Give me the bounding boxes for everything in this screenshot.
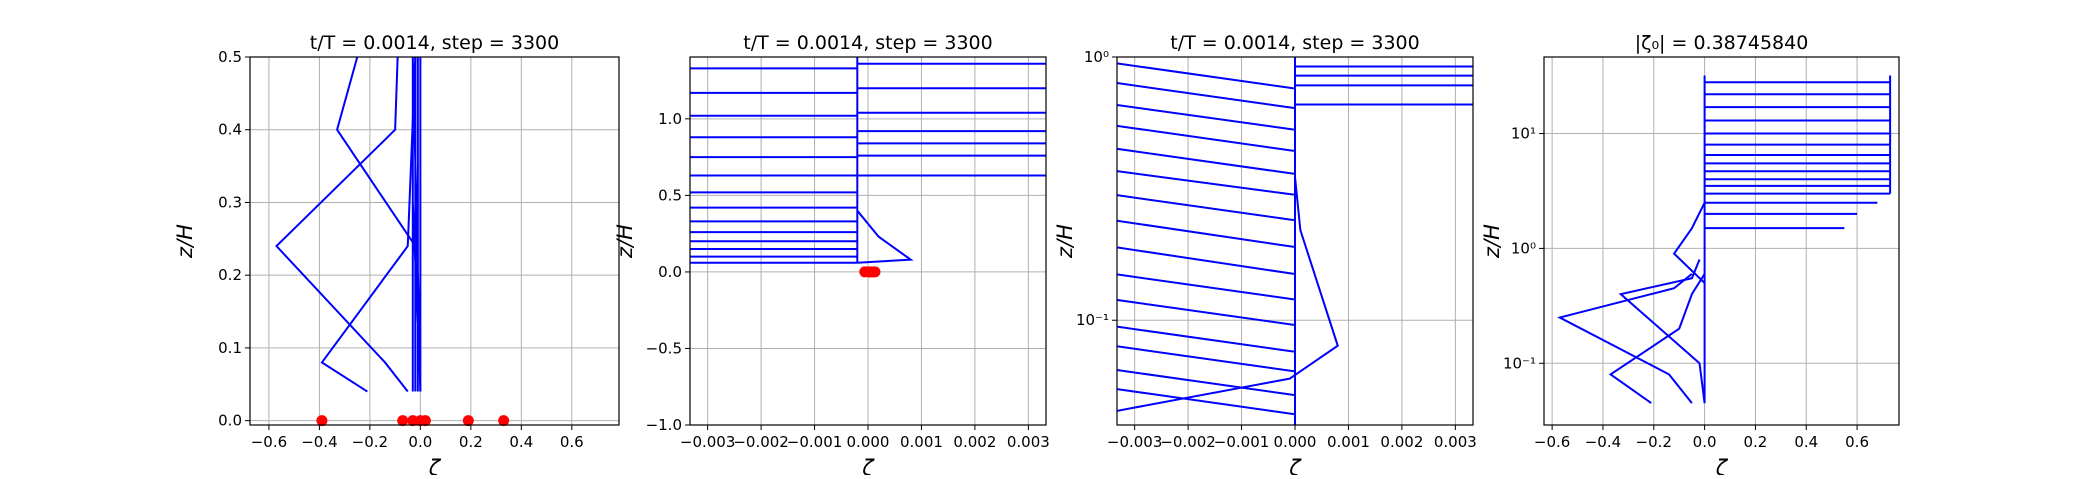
y-axis-label: z/H	[613, 224, 637, 259]
scatter-point	[419, 415, 431, 427]
y-tick-label: 10⁰	[1084, 48, 1109, 66]
x-tick-label: 0.2	[459, 433, 483, 451]
chart-title: t/T = 0.0014, step = 3300	[1170, 32, 1419, 54]
y-tick-label: 10⁻¹	[1076, 311, 1109, 329]
y-tick-label: 0.5	[218, 48, 242, 66]
y-tick-label: 0.3	[218, 193, 242, 211]
x-tick-label: −0.003	[1107, 433, 1163, 451]
scatter-point	[498, 415, 510, 427]
series-line	[690, 67, 858, 264]
x-tick-label: −0.4	[301, 433, 337, 451]
x-tick-label: 0.4	[1794, 433, 1818, 451]
plot-area: −0.6 −0.4 −0.2 0.0 0.2 0.4 0.6 10⁻¹ 10⁰ 10¹ |ζ₀| =…	[1480, 32, 1900, 479]
x-axis-label: ζ	[428, 456, 442, 475]
plot-area: −0.6 −0.4 −0.2 0.0 0.2 0.4 0.6 0.0 0.1 0.2 0.3 0.4 0…	[173, 32, 620, 479]
y-tick-label: 0.0	[218, 412, 242, 430]
series-group	[275, 57, 422, 393]
series-line	[411, 57, 422, 392]
series-line	[1556, 273, 1693, 404]
series-line	[1672, 75, 1706, 404]
y-tick-label: 0.1	[218, 339, 242, 357]
series-group	[690, 57, 1046, 264]
y-tick-label: 0.5	[658, 186, 682, 204]
x-tick-label: 0.002	[953, 433, 996, 451]
series-line	[1117, 176, 1339, 412]
y-tick-label: 10⁰	[1511, 239, 1536, 257]
x-axis-label: ζ	[1288, 456, 1302, 475]
x-tick-label: −0.002	[733, 433, 789, 451]
x-tick-label: 0.003	[1007, 433, 1050, 451]
chart-title: t/T = 0.0014, step = 3300	[743, 32, 992, 54]
y-tick-label: −0.5	[646, 339, 682, 357]
chart-title: t/T = 0.0014, step = 3300	[310, 32, 559, 54]
scatter-point	[869, 266, 881, 278]
x-tick-label: 0.6	[560, 433, 584, 451]
chart-title: |ζ₀| = 0.38745840	[1635, 32, 1809, 54]
plot-area: −0.003−0.002−0.001 0.000 0.001 0.002 0.003 10…	[1053, 32, 1477, 479]
axes-frame	[1543, 56, 1900, 426]
scatter-point	[407, 415, 419, 427]
plot-area: −0.003−0.002−0.001 0.000 0.001 0.002 0.003 −1…	[613, 32, 1050, 479]
y-tick-label: −1.0	[646, 416, 682, 434]
series-line	[1704, 75, 1892, 230]
y-tick-label: 10⁻¹	[1503, 354, 1536, 372]
x-tick-label: 0.0	[408, 433, 432, 451]
x-tick-label: −0.2	[1636, 433, 1672, 451]
x-tick-label: 0.6	[1845, 433, 1869, 451]
x-tick-label: −0.001	[787, 433, 843, 451]
x-tick-label: −0.001	[1214, 433, 1270, 451]
x-tick-label: 0.001	[900, 433, 943, 451]
series-line	[320, 57, 417, 393]
x-tick-label: −0.002	[1160, 433, 1216, 451]
y-tick-label: 0.0	[658, 263, 682, 281]
x-tick-label: 0.003	[1434, 433, 1477, 451]
x-tick-label: −0.003	[680, 433, 736, 451]
x-tick-label: 0.4	[509, 433, 533, 451]
series-line	[856, 57, 914, 264]
x-tick-label: −0.6	[1534, 433, 1570, 451]
x-tick-label: 0.0	[1693, 433, 1717, 451]
y-axis-label: z/H	[173, 224, 197, 259]
scatter-point	[316, 415, 328, 427]
x-axis-label: ζ	[1715, 456, 1729, 475]
x-axis-label: ζ	[861, 456, 875, 475]
series-line	[1117, 62, 1295, 416]
x-tick-label: −0.4	[1585, 433, 1621, 451]
x-tick-label: −0.6	[251, 433, 287, 451]
series-line	[857, 62, 1046, 177]
x-tick-label: 0.001	[1327, 433, 1370, 451]
y-tick-label: 10¹	[1511, 125, 1536, 143]
x-tick-label: 0.2	[1743, 433, 1767, 451]
series-group	[1556, 75, 1892, 404]
series-line	[1608, 273, 1706, 404]
series-group	[1117, 57, 1473, 425]
y-axis-label: z/H	[1480, 224, 1504, 259]
x-tick-label: 0.000	[1274, 433, 1317, 451]
x-tick-label: 0.000	[847, 433, 890, 451]
y-tick-label: 1.0	[658, 110, 682, 128]
x-tick-label: 0.002	[1380, 433, 1423, 451]
axes-frame	[249, 56, 620, 426]
axes-frame	[689, 56, 1047, 426]
scatter-point	[462, 415, 474, 427]
y-tick-label: 0.2	[218, 266, 242, 284]
series-line	[275, 57, 409, 393]
y-tick-label: 0.4	[218, 121, 242, 139]
series-line	[1294, 57, 1473, 425]
x-tick-label: −0.2	[352, 433, 388, 451]
axes-frame	[1116, 56, 1474, 426]
scatter-point	[397, 415, 409, 427]
y-axis-label: z/H	[1053, 224, 1077, 259]
